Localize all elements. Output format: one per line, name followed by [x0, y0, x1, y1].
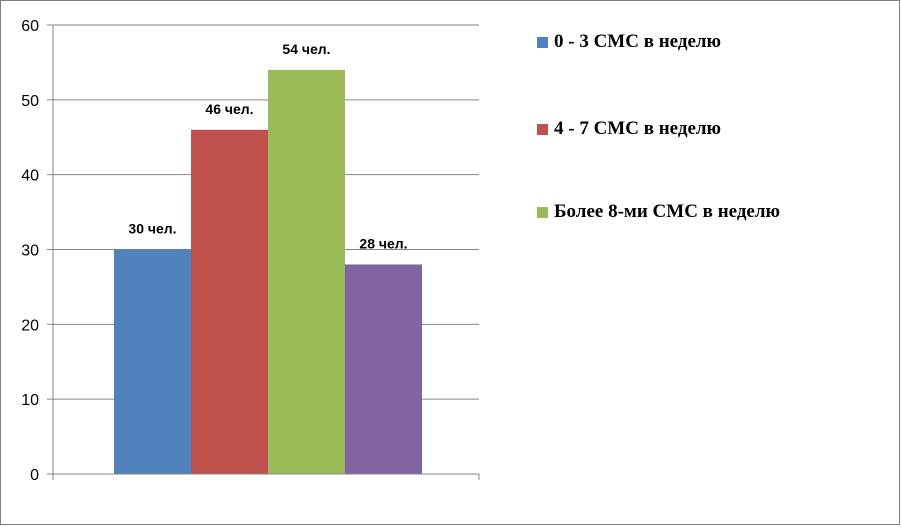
bar [345, 264, 422, 474]
data-label: 54 чел. [282, 41, 330, 57]
y-tick-label: 60 [21, 18, 39, 35]
bar [114, 249, 191, 474]
bar [268, 69, 345, 475]
legend-label: 4 - 7 СМС в неделю [554, 118, 722, 139]
legend-item-8-plus: Более 8-ми СМС в неделю [537, 201, 780, 223]
legend-swatch-blue [537, 36, 548, 48]
data-label: 30 чел. [128, 221, 176, 237]
y-tick-label: 0 [30, 467, 39, 484]
legend-label: 0 - 3 СМС в неделю [554, 31, 722, 52]
bar [191, 129, 268, 474]
y-tick-label: 50 [21, 93, 39, 110]
legend-item-0-3: 0 - 3 СМС в неделю [537, 31, 721, 53]
data-label: 28 чел. [359, 235, 407, 251]
legend-swatch-green [537, 206, 548, 218]
legend-swatch-red [537, 123, 548, 135]
data-label: 46 чел. [205, 101, 253, 117]
y-tick-label: 30 [21, 243, 39, 260]
y-tick-label: 10 [21, 392, 39, 409]
legend-item-4-7: 4 - 7 СМС в неделю [537, 118, 721, 140]
y-tick-label: 40 [21, 168, 39, 185]
legend-label: Более 8-ми СМС в неделю [554, 201, 781, 222]
y-tick-label: 20 [21, 317, 39, 334]
